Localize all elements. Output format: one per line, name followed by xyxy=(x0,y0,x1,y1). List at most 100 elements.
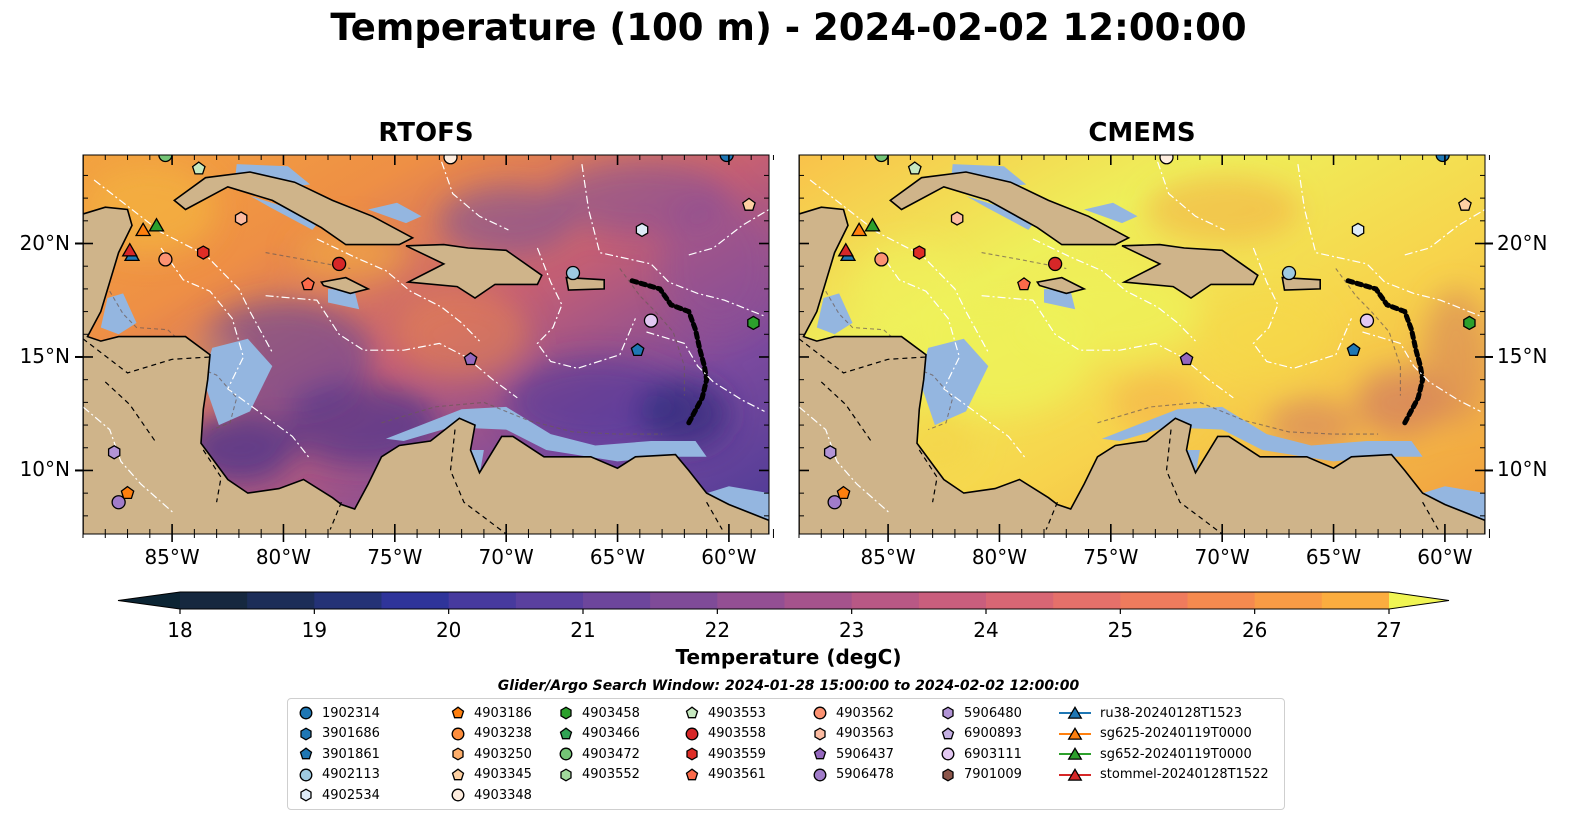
marker-4903472 xyxy=(158,155,173,163)
isobath-3 xyxy=(1335,268,1401,396)
shallow-shelf-2 xyxy=(250,195,322,230)
legend-label: 3901686 xyxy=(322,726,380,741)
legend-symbol xyxy=(299,706,313,720)
legend-symbol xyxy=(813,706,827,720)
legend-label: 5906478 xyxy=(836,767,894,782)
shallow-shelf-5 xyxy=(328,288,360,310)
legend-symbol xyxy=(559,747,573,761)
legend-label: 3901861 xyxy=(322,746,380,762)
temperature-anomaly-3 xyxy=(506,356,685,448)
marker-4903561 xyxy=(301,277,315,291)
marker-4903563 xyxy=(234,211,248,226)
lat-tick-label-left: 20°N xyxy=(19,230,70,255)
land-yucatan xyxy=(799,155,1485,534)
marker-4903348 xyxy=(1159,155,1174,165)
marker-5906478 xyxy=(827,495,842,510)
panel-title-rtofs: RTOFS xyxy=(378,118,474,148)
legend-marker-triangle-icon xyxy=(1059,747,1091,760)
border-1 xyxy=(820,381,873,444)
colorbar-tick-label: 25 xyxy=(1108,618,1133,642)
lat-tick-label-left: 15°N xyxy=(19,343,70,368)
colorbar-tick-label: 24 xyxy=(973,618,998,642)
border-2 xyxy=(202,449,222,503)
border-4 xyxy=(449,429,507,534)
marker-4903561 xyxy=(1017,277,1031,291)
legend-symbol xyxy=(941,726,955,739)
marker-4903458 xyxy=(1463,315,1476,331)
marker-5906480 xyxy=(823,445,837,460)
map-panel-cmems xyxy=(798,154,1493,542)
map-layers-rtofs xyxy=(83,155,769,534)
temperature-anomaly-5 xyxy=(439,186,573,255)
eez-boundaries xyxy=(83,161,769,515)
legend-symbol xyxy=(560,706,572,720)
legend-item: 4902113 xyxy=(298,765,380,785)
isobath-1 xyxy=(825,290,905,349)
land-hispaniola xyxy=(405,243,543,299)
legend-symbol xyxy=(451,767,465,780)
colorbar-bin-13 xyxy=(1053,592,1121,609)
legend-marker-triangle-icon xyxy=(1059,767,1091,781)
legend-label: 1902314 xyxy=(322,705,380,721)
legend-label: 4903472 xyxy=(582,746,640,762)
lon-tick-label: 85°W xyxy=(860,545,916,569)
lat-tick-label-right: 10°N xyxy=(1497,457,1548,482)
legend-marker-circle-icon xyxy=(685,727,699,740)
eez-2 xyxy=(981,295,1234,399)
marker-4903553 xyxy=(907,161,922,175)
legend-item: 4903458 xyxy=(558,703,640,723)
eez-4 xyxy=(536,247,636,369)
legend-label: 4903562 xyxy=(836,705,894,721)
colorbar-label: Temperature (degC) xyxy=(675,645,902,669)
border-4 xyxy=(1165,429,1223,534)
legend-label: 4903559 xyxy=(708,746,766,762)
legend-item: 5906478 xyxy=(812,765,894,785)
shallow-shelf-4 xyxy=(100,293,137,335)
colorbar-bin-6 xyxy=(583,592,651,609)
colorbar-bin-3 xyxy=(381,592,450,609)
legend-marker-hexagon-icon xyxy=(560,706,572,720)
temperature-anomaly-3 xyxy=(1199,288,1334,380)
legend-symbol xyxy=(942,706,954,720)
legend-item: ru38-20240128T1523 xyxy=(1058,703,1242,723)
eez-3 xyxy=(1032,238,1196,342)
colorbar-bin-15 xyxy=(1187,592,1256,609)
marker-sg652-20240119T0000 xyxy=(148,217,165,232)
marker-4903558 xyxy=(1047,256,1063,272)
marker-sg652-20240119T0000 xyxy=(864,217,881,232)
eez-1 xyxy=(160,247,311,460)
figure-title: Temperature (100 m) - 2024-02-02 12:00:0… xyxy=(330,6,1247,49)
colorbar-tick-label: 19 xyxy=(302,618,327,642)
legend-marker-circle-icon xyxy=(299,768,313,781)
shallow-shelf-5 xyxy=(1044,288,1076,310)
legend-label: 4903563 xyxy=(836,726,894,741)
lat-tick-label-left: 10°N xyxy=(19,457,70,482)
legend-item: 4902534 xyxy=(298,785,380,805)
legend-label: 4903558 xyxy=(708,726,766,741)
land-yucatan xyxy=(83,155,769,534)
legend-marker-pentagon-icon xyxy=(299,747,313,760)
legend-label: sg652-20240119T0000 xyxy=(1100,746,1252,762)
colorbar-tick-label: 27 xyxy=(1376,618,1401,642)
legend: 1902314 3901686 3901861 4902113 4902534 49031… xyxy=(287,698,1285,810)
land-cuba xyxy=(888,171,1131,246)
marker-4902534 xyxy=(635,222,649,238)
land-jamaica xyxy=(1035,276,1087,295)
eez-7 xyxy=(688,208,769,256)
border-0 xyxy=(83,338,211,374)
temperature-anomaly-9 xyxy=(394,288,529,380)
marker-3901861 xyxy=(1346,342,1361,357)
legend-item: 4903348 xyxy=(450,785,532,805)
legend-symbol xyxy=(813,747,827,760)
legend-marker-circle-icon xyxy=(559,747,573,761)
legend-marker-pentagon-icon xyxy=(685,767,699,780)
eez-boundaries xyxy=(799,161,1485,515)
marker-4903472 xyxy=(874,155,889,163)
search-window-text: Glider/Argo Search Window: 2024-01-28 15… xyxy=(497,678,1080,694)
legend-item: 5906437 xyxy=(812,744,894,764)
border-1 xyxy=(104,381,157,444)
colorbar-bin-10 xyxy=(851,592,920,609)
legend-symbol xyxy=(300,788,312,802)
legend-marker-hexagon-icon xyxy=(300,788,312,802)
country-borders xyxy=(83,338,723,534)
